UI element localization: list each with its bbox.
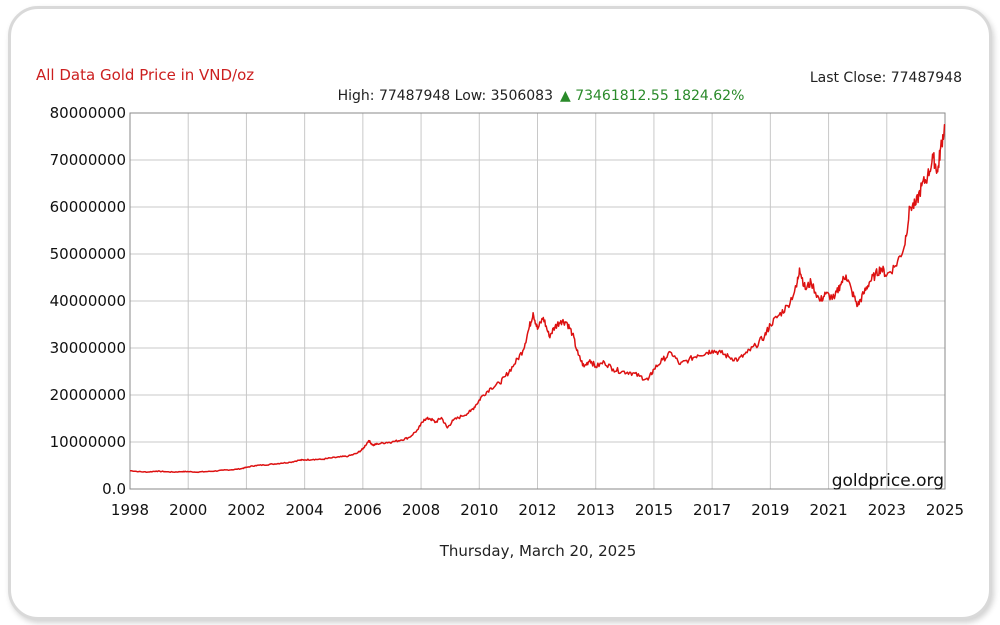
x-tick-label: 2021 — [809, 501, 847, 519]
y-tick-label: 60000000 — [50, 198, 126, 216]
x-tick-label: 2025 — [926, 501, 964, 519]
x-tick-label: 2006 — [344, 501, 382, 519]
x-tick-label: 2000 — [169, 501, 207, 519]
chart-frame — [8, 6, 992, 620]
chart-title: All Data Gold Price in VND/oz — [36, 66, 254, 84]
series-line-gold-price — [129, 123, 946, 474]
x-tick-label: 2015 — [635, 501, 673, 519]
x-axis-labels: 1998 2000 2002 2004 2006 2008 2010 2012 2013 2015… — [111, 501, 964, 519]
y-tick-label: 70000000 — [50, 151, 126, 169]
y-axis-labels: 0.0 10000000 20000000 30000000 40000000 50000… — [50, 104, 126, 498]
y-tick-label: 50000000 — [50, 245, 126, 263]
last-close-label: Last Close: 77487948 — [810, 70, 962, 86]
change-stat: ▲ 73461812.55 1824.62% — [560, 88, 744, 104]
x-tick-label: 2004 — [286, 501, 324, 519]
plot-border — [129, 112, 946, 490]
y-tick-label: 40000000 — [50, 292, 126, 310]
high-low-stat: High: 77487948 Low: 3506083 — [338, 88, 553, 104]
x-tick-label: 2012 — [518, 501, 556, 519]
y-tick-label: 80000000 — [50, 104, 126, 122]
y-tick-label: 30000000 — [50, 339, 126, 357]
y-tick-label: 0.0 — [102, 480, 126, 498]
y-tick-label: 10000000 — [50, 433, 126, 451]
x-tick-label: 2013 — [577, 501, 615, 519]
date-caption: Thursday, March 20, 2025 — [439, 542, 637, 560]
x-tick-label: 2023 — [868, 501, 906, 519]
x-tick-label: 2008 — [402, 501, 440, 519]
x-tick-label: 2019 — [751, 501, 789, 519]
watermark: goldprice.org — [832, 471, 944, 491]
x-tick-label: 2017 — [693, 501, 731, 519]
y-tick-label: 20000000 — [50, 386, 126, 404]
x-tick-label: 2010 — [460, 501, 498, 519]
x-tick-label: 2002 — [227, 501, 265, 519]
x-tick-label: 1998 — [111, 501, 149, 519]
stats-line: High: 77487948 Low: 3506083 ▲ 73461812.55… — [338, 88, 745, 104]
